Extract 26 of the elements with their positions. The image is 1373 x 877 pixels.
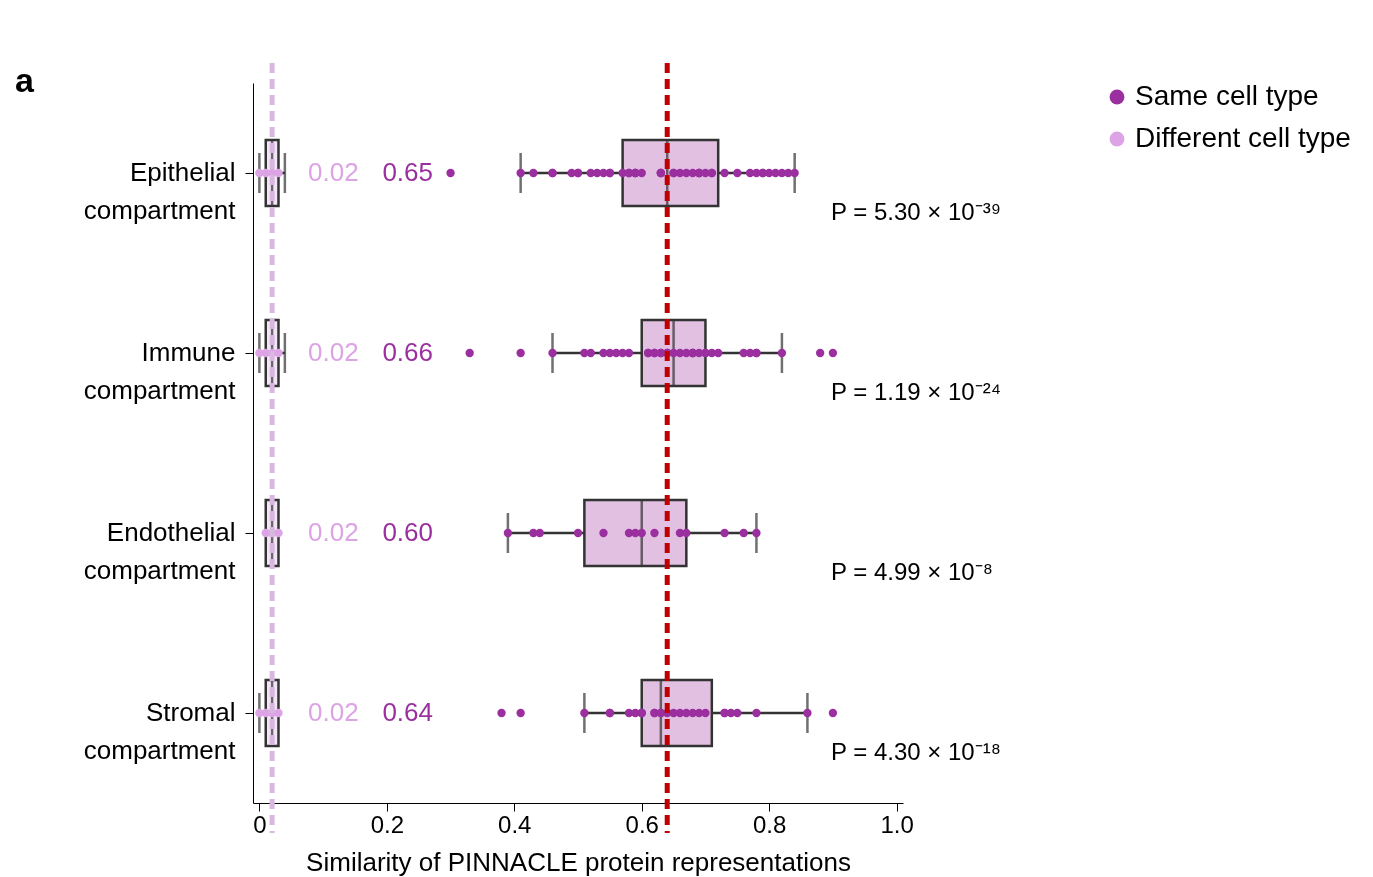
text: 0.65 (382, 157, 433, 187)
annotation: P = 4.99 × 10⁻⁸ (831, 558, 993, 585)
x-tick-label: 0.2 (370, 810, 405, 838)
x-axis-title: Similarity of PINNACLE protein representations (306, 846, 851, 877)
annotation: P = 4.30 × 10⁻¹⁸ (831, 738, 1001, 765)
annotation: P = 5.30 × 10⁻³⁹ (831, 198, 1001, 225)
text: 0.02 (308, 697, 359, 727)
text: 0.60 (382, 517, 433, 547)
text: 0.02 (308, 157, 359, 187)
y-tick-label: Immune compartment (83, 337, 237, 405)
legend-label: Different cell type (1135, 122, 1351, 153)
text: a (15, 61, 35, 99)
text: 0.02 (308, 517, 359, 547)
x-tick-label: 0.4 (498, 810, 532, 838)
x-tick-label: 0 (253, 810, 267, 838)
text: 0.66 (382, 337, 433, 367)
x-tick-label: 1.0 (880, 810, 914, 838)
x-tick-label: 0.8 (752, 810, 787, 838)
y-tick-label: Endothelial compartment (83, 517, 237, 585)
annotation: P = 1.19 × 10⁻²⁴ (831, 378, 1001, 405)
text: 0.64 (382, 697, 433, 727)
legend-label: Same cell type (1135, 80, 1319, 111)
y-tick-label: Stromal compartment (83, 697, 237, 765)
text: 0.02 (308, 337, 359, 367)
x-tick-label: 0.6 (625, 810, 659, 838)
y-tick-label: Epithelial compartment (83, 157, 237, 225)
